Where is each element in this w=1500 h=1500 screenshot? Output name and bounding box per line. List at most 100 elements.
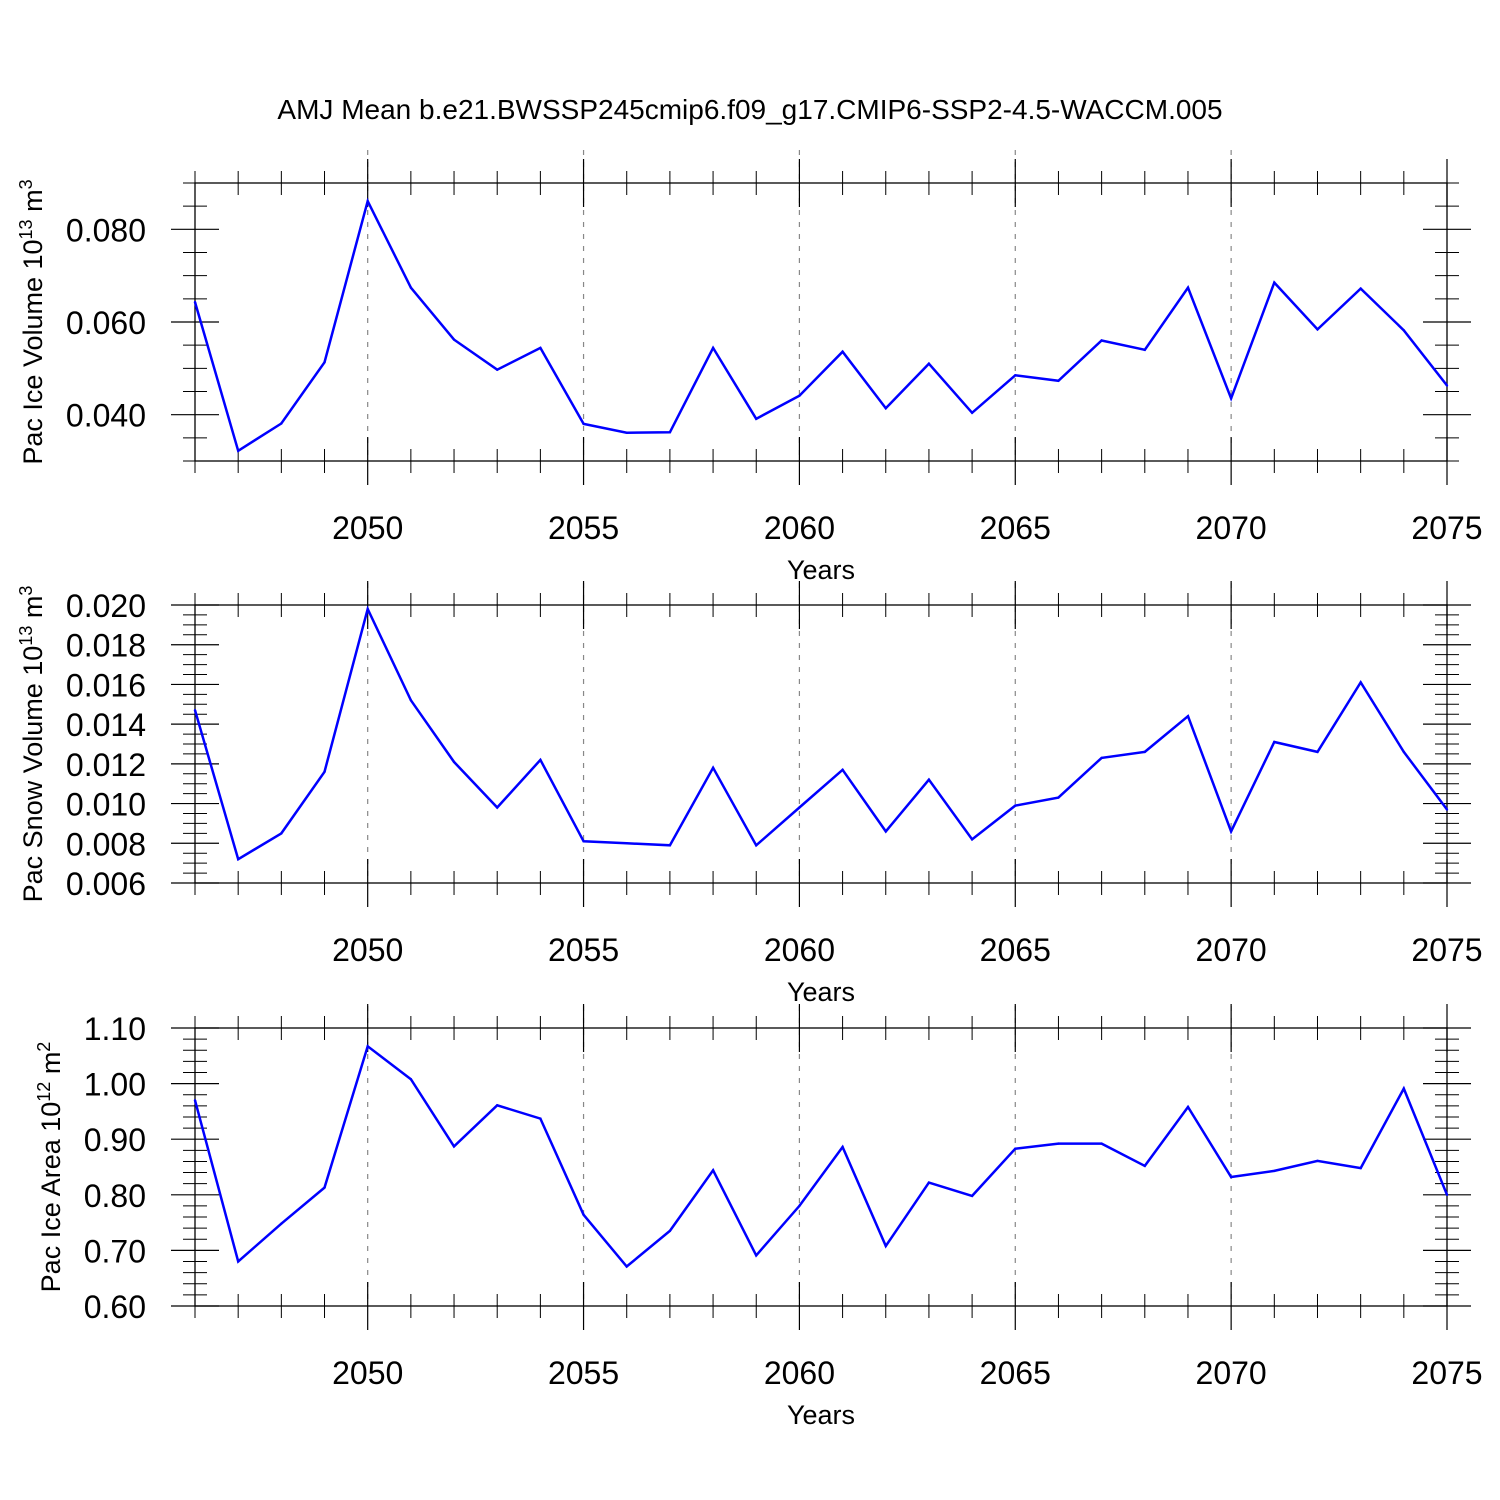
x-axis-label: Years (787, 555, 855, 585)
data-point (798, 1204, 801, 1208)
data-point (1143, 348, 1147, 351)
y-tick-label: 0.010 (66, 787, 146, 823)
data-point (841, 1145, 844, 1149)
plot-frame (194, 1027, 1448, 1307)
data-point (582, 840, 585, 843)
data-point (496, 1104, 499, 1107)
x-tick-label: 2055 (548, 932, 619, 968)
y-tick-label: 1.00 (84, 1067, 146, 1103)
data-point (582, 422, 585, 426)
series-line (193, 197, 1448, 453)
y-tick-label: 0.70 (84, 1233, 146, 1269)
data-point (193, 1099, 197, 1102)
data-point (409, 1078, 413, 1081)
data-point (496, 368, 499, 371)
x-tick-label: 2060 (764, 932, 835, 968)
data-point (452, 760, 456, 764)
data-point (755, 844, 758, 847)
data-point (1359, 1166, 1362, 1170)
y-axis-label: Pac Snow Volume 1013 m3 (16, 586, 48, 903)
y-axis-label-superscript: 12 (34, 1082, 54, 1102)
data-point (1316, 1159, 1319, 1163)
data-point (668, 844, 672, 847)
chart-panels: 0.040 0.060 0.080 2050 2055 2060 2065 2070 2075 Y… (16, 150, 1483, 1430)
data-point (970, 1194, 974, 1198)
data-point (193, 300, 197, 304)
x-tick-label: 2060 (764, 510, 835, 546)
data-point (582, 1213, 585, 1217)
data-point (798, 806, 801, 809)
data-point (1100, 339, 1103, 342)
data-point (841, 350, 844, 353)
y-tick-label: 0.008 (66, 826, 146, 862)
data-point (1186, 715, 1190, 718)
data-point (1445, 808, 1449, 811)
x-tick-label: 2055 (548, 1355, 619, 1391)
data-point (1143, 750, 1147, 754)
data-point (323, 361, 326, 364)
data-point (1229, 830, 1233, 833)
data-point (625, 1265, 628, 1268)
y-tick-label: 0.040 (66, 398, 146, 434)
chart-panel-1: 0.040 0.060 0.080 2050 2055 2060 2065 2070 2075 Y… (16, 150, 1483, 585)
data-point (280, 1222, 283, 1225)
y-tick-label: 0.80 (84, 1178, 146, 1214)
series-line (193, 605, 1449, 862)
data-point (193, 709, 197, 712)
x-tick-label: 2070 (1196, 1355, 1267, 1391)
data-point (237, 858, 240, 861)
x-tick-label: 2075 (1411, 932, 1482, 968)
chart-panel-3: 0.60 0.70 0.80 0.90 1.00 1.10 2050 2055 2060 2065… (34, 1004, 1483, 1430)
data-point (323, 1186, 326, 1189)
data-point (1316, 750, 1319, 754)
y-axis-label-text: m (18, 189, 48, 219)
y-axis-label-superscript: 3 (16, 586, 36, 596)
y-axis-label: Pac Ice Volume 1013 m3 (16, 179, 48, 464)
y-axis-label-superscript: 3 (16, 179, 36, 189)
y-axis-label-superscript: 13 (16, 626, 36, 646)
y-tick-label: 0.020 (66, 588, 146, 624)
y-axis-label-superscript: 13 (16, 219, 36, 239)
data-point (1273, 740, 1276, 744)
y-tick-label: 0.006 (66, 866, 146, 902)
plot-frame (194, 182, 1448, 462)
data-point (409, 286, 413, 289)
data-point (625, 431, 628, 434)
data-point (1186, 1105, 1190, 1109)
data-point (1014, 804, 1017, 807)
y-axis-label-superscript: 2 (34, 1042, 54, 1052)
data-point (452, 338, 456, 341)
data-point (884, 407, 887, 410)
y-tick-label: 1.10 (84, 1011, 146, 1047)
data-point (668, 431, 672, 434)
y-tick-label: 0.060 (66, 305, 146, 341)
data-point (884, 830, 887, 833)
data-point (798, 394, 801, 397)
data-point (970, 411, 974, 414)
y-axis-label-text: m (36, 1052, 66, 1082)
y-tick-label: 0.60 (84, 1289, 146, 1325)
data-point (711, 766, 715, 769)
y-axis-label-text: Pac Snow Volume 10 (18, 646, 48, 903)
y-tick-label: 0.014 (66, 707, 146, 743)
data-point (1273, 1169, 1276, 1173)
x-tick-label: 2050 (332, 932, 403, 968)
data-point (884, 1244, 887, 1248)
data-point (1014, 1147, 1017, 1150)
x-tick-label: 2050 (332, 1355, 403, 1391)
series-line (193, 1044, 1449, 1269)
data-point (1057, 379, 1060, 382)
x-tick-label: 2065 (980, 510, 1051, 546)
data-point (280, 422, 283, 425)
data-point (1402, 329, 1406, 332)
data-point (1014, 374, 1017, 377)
y-axis-label-text: m (18, 596, 48, 626)
data-point (237, 449, 240, 452)
data-point (366, 199, 369, 203)
data-point (1057, 796, 1060, 799)
y-axis-label: Pac Ice Area 1012 m2 (34, 1042, 66, 1293)
data-point (1402, 750, 1406, 754)
data-point (539, 346, 542, 350)
x-tick-label: 2050 (332, 510, 403, 546)
